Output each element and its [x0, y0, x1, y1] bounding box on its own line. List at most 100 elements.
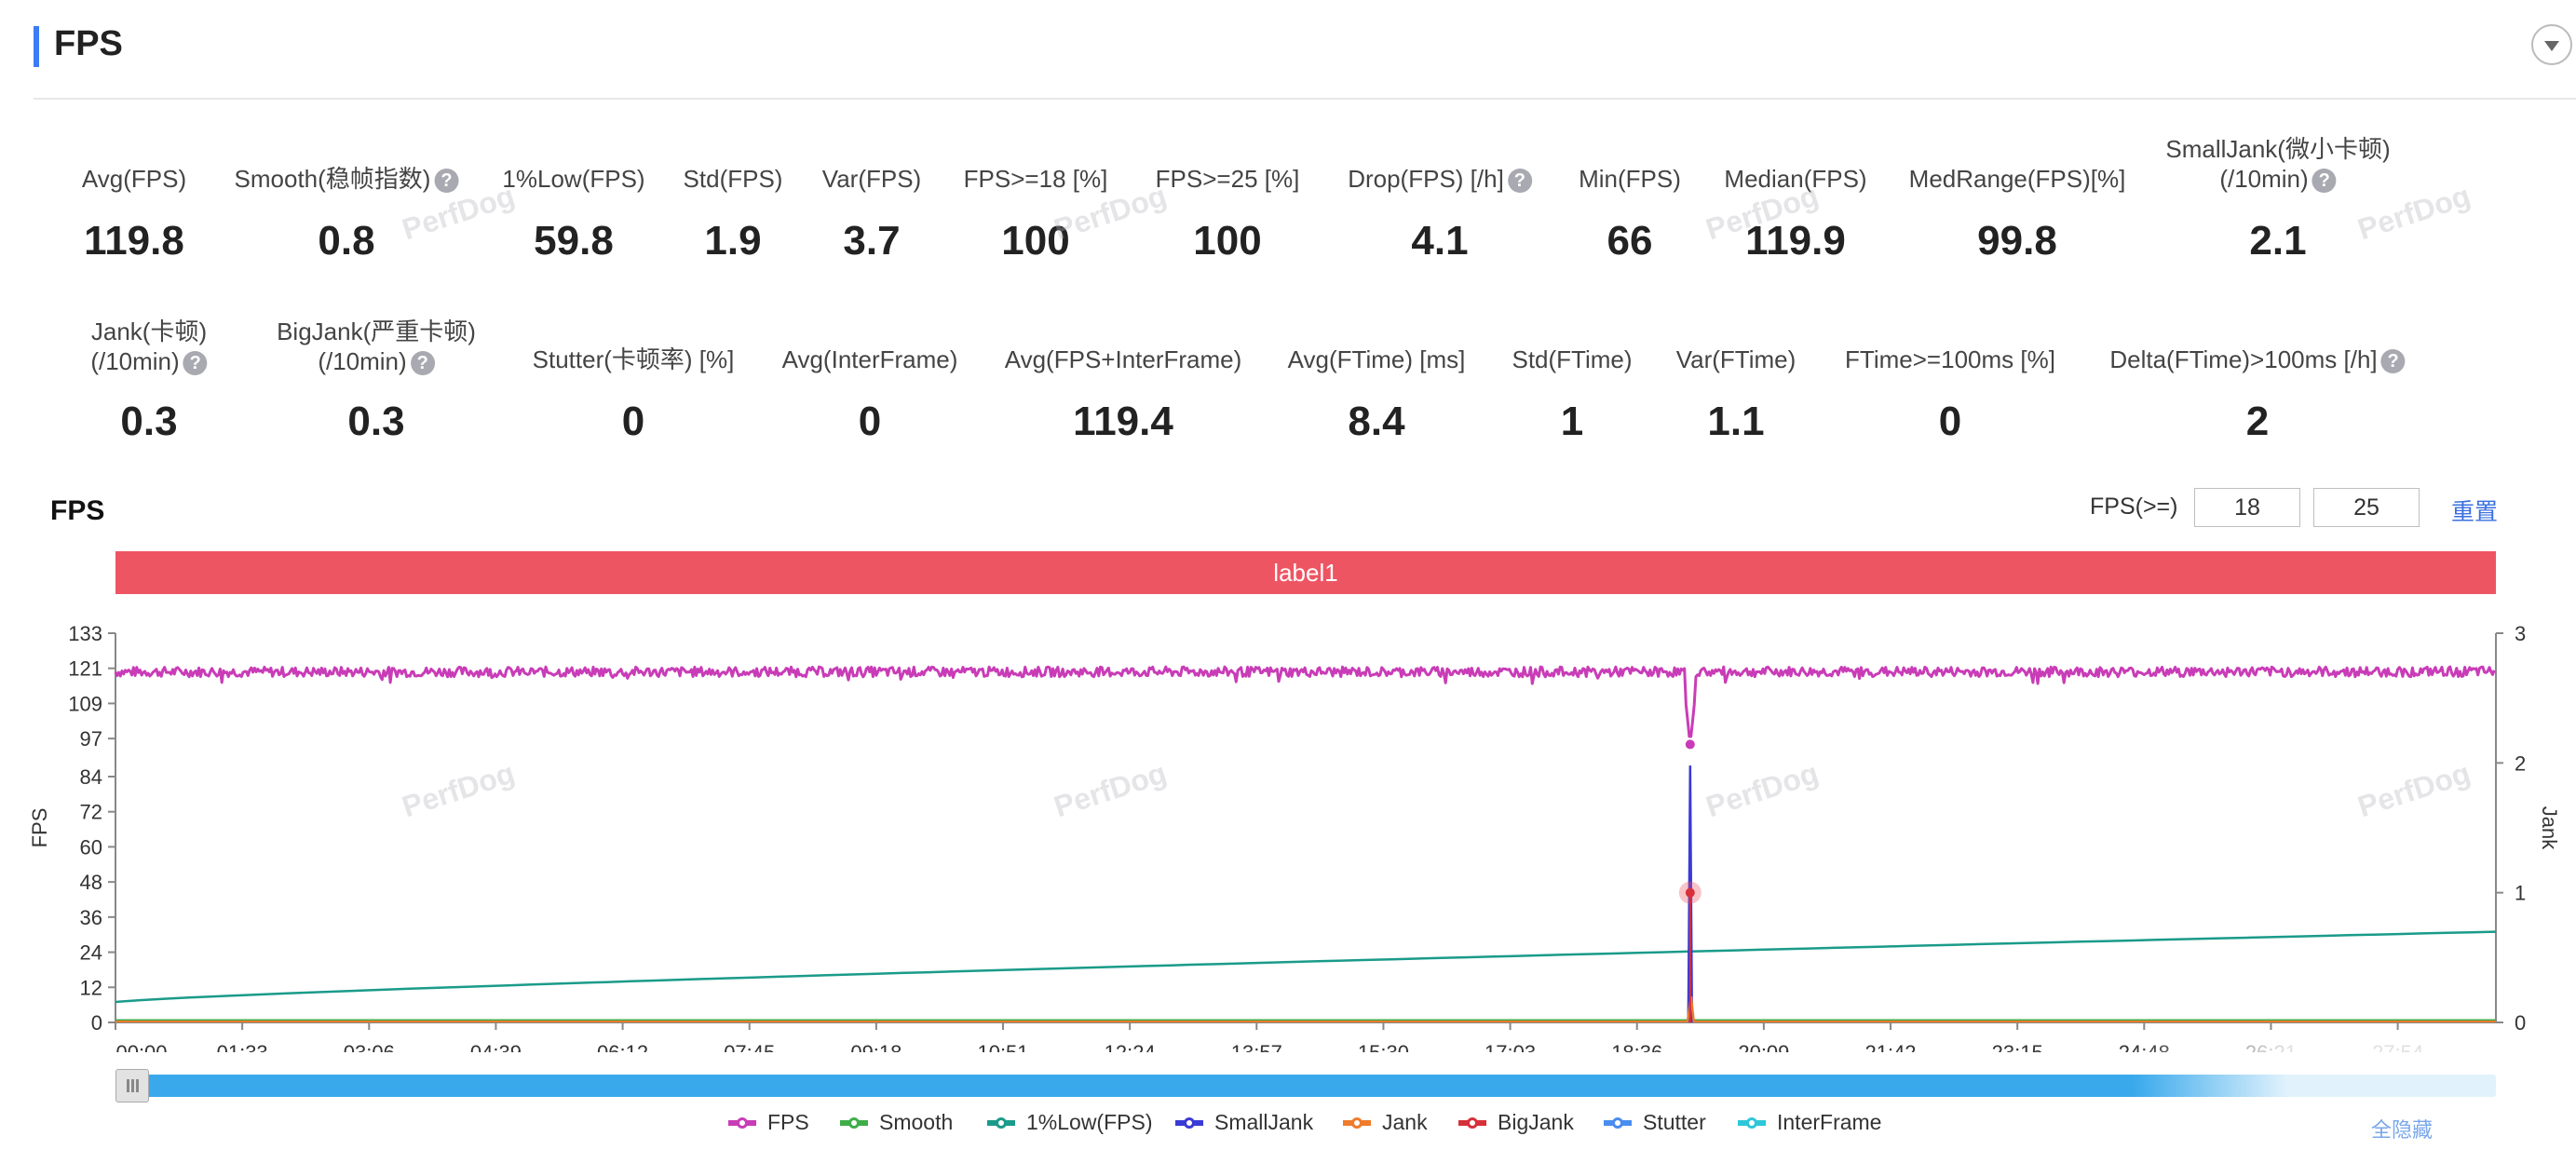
metric-label-text: Var(FPS): [821, 165, 922, 193]
y2-axis-title: Jank: [2538, 806, 2561, 850]
legend-marker-icon: [1604, 1116, 1632, 1129]
series-spike-smalljank: [1687, 765, 1694, 1023]
metric-item: Avg(FPS+InterFrame) 119.4: [1005, 345, 1242, 444]
help-icon[interactable]: ?: [183, 351, 208, 376]
chevron-down-icon: [2544, 41, 2559, 51]
y-tick-label: 97: [80, 727, 102, 751]
legend-label: 1%Low(FPS): [1026, 1110, 1153, 1134]
metric-value: 100: [1193, 218, 1262, 264]
legend-item[interactable]: SmallJank: [1175, 1110, 1313, 1135]
help-icon[interactable]: ?: [434, 169, 459, 194]
y2-tick-label: 0: [2515, 1011, 2526, 1035]
metric-value: 1.9: [704, 218, 762, 264]
metric-item: BigJank(严重卡顿) (/10min)? 0.3: [277, 317, 476, 444]
header-divider: [34, 98, 2576, 100]
metric-label: FTime>=100ms [%]: [1845, 345, 2055, 374]
legend-item[interactable]: FPS: [728, 1110, 809, 1135]
metric-label-unit: (/10min)?: [277, 346, 476, 376]
legend-label: FPS: [767, 1110, 809, 1134]
metric-label-text: Avg(FTime) [ms]: [1287, 345, 1466, 373]
metric-item: Avg(InterFrame) 0: [782, 345, 958, 444]
metric-item: FPS>=18 [%] 100: [964, 164, 1108, 264]
metric-label-text: Drop(FPS) [/h]: [1348, 165, 1504, 193]
metric-label: FPS>=18 [%]: [964, 164, 1108, 194]
metric-label: Var(FPS): [822, 164, 921, 194]
legend-label: Stutter: [1643, 1110, 1706, 1134]
metric-item: Std(FTime) 1: [1512, 345, 1632, 444]
hide-all-link[interactable]: 全隐藏: [2371, 1118, 2434, 1142]
metric-label-text: Std(FTime): [1512, 345, 1633, 373]
y2-tick-label: 1: [2515, 882, 2526, 905]
metric-item: 1%Low(FPS) 59.8: [502, 164, 644, 264]
metric-label: Jank(卡顿): [90, 317, 207, 346]
help-icon[interactable]: ?: [2380, 349, 2406, 374]
x-tick-label: 17:03: [1485, 1041, 1536, 1052]
y2-tick-label: 2: [2515, 751, 2526, 775]
metric-value: 66: [1607, 218, 1653, 264]
metric-item: MedRange(FPS)[%] 99.8: [1908, 164, 2126, 264]
legend-item[interactable]: InterFrame: [1738, 1110, 1881, 1135]
metric-value: 0: [858, 399, 882, 444]
metric-label: Median(FPS): [1724, 164, 1866, 194]
x-tick-label: 06:12: [597, 1041, 648, 1052]
collapse-button[interactable]: [2531, 24, 2572, 65]
legend-item[interactable]: Jank: [1343, 1110, 1428, 1135]
y-tick-label: 24: [80, 941, 102, 965]
metric-label-unit-text: (/10min): [318, 347, 407, 375]
fps-threshold-input-2[interactable]: [2313, 488, 2420, 527]
metric-label: FPS>=25 [%]: [1156, 164, 1300, 194]
label-band[interactable]: label1: [115, 551, 2496, 594]
metric-item: Min(FPS) 66: [1579, 164, 1681, 264]
metric-label: SmallJank(微小卡顿): [2165, 134, 2390, 164]
legend-marker-icon: [987, 1116, 1015, 1129]
y-tick-label: 12: [80, 976, 102, 999]
x-tick-label: 15:30: [1358, 1041, 1409, 1052]
metric-label: Smooth(稳帧指数)?: [235, 164, 459, 194]
legend-item[interactable]: BigJank: [1458, 1110, 1574, 1135]
scrollbar-handle[interactable]: [115, 1069, 149, 1103]
legend-item[interactable]: Smooth: [840, 1110, 953, 1135]
time-range-scrollbar[interactable]: [115, 1075, 2496, 1097]
legend-item[interactable]: Stutter: [1604, 1110, 1706, 1135]
metric-label: Avg(FPS+InterFrame): [1005, 345, 1242, 374]
bigjank-event-point: [1685, 887, 1695, 898]
fps-threshold-label: FPS(>=): [2090, 494, 2178, 520]
x-tick-label: 12:24: [1105, 1041, 1156, 1052]
metric-label: Avg(FTime) [ms]: [1288, 345, 1466, 374]
y-tick-label: 0: [91, 1011, 102, 1035]
fps-threshold-input-1[interactable]: [2194, 488, 2300, 527]
x-tick-label: 09:18: [850, 1041, 902, 1052]
metric-value: 100: [1001, 218, 1070, 264]
metric-value: 0.3: [347, 399, 405, 444]
metric-value: 0: [1938, 399, 1962, 444]
metric-label-text: MedRange(FPS)[%]: [1908, 165, 2126, 193]
metric-label-text: BigJank(严重卡顿): [277, 318, 476, 345]
help-icon[interactable]: ?: [1507, 169, 1532, 194]
metric-label-unit: (/10min)?: [90, 346, 208, 376]
scrollbar-fade-overlay: [2133, 1043, 2576, 1150]
metric-label: Stutter(卡顿率) [%]: [533, 345, 735, 374]
metric-item: Std(FPS) 1.9: [684, 164, 783, 264]
metric-item: SmallJank(微小卡顿) (/10min)? 2.1: [2165, 134, 2390, 264]
x-tick-label: 18:36: [1611, 1041, 1662, 1052]
fps-chart[interactable]: 133 121 109 97 84 72 60 48 36 24 12 0 3 2 1 0 00:00 01:33…: [0, 605, 2576, 1052]
metric-value: 3.7: [843, 218, 901, 264]
metric-label-text: Delta(FTime)>100ms [/h]: [2109, 345, 2378, 373]
x-tick-label: 20:09: [1738, 1041, 1789, 1052]
page-header: FPS: [0, 0, 2576, 98]
metric-label-text: Avg(FPS): [81, 165, 187, 193]
reset-link[interactable]: 重置: [2451, 499, 2499, 525]
help-icon[interactable]: ?: [410, 351, 435, 376]
help-icon[interactable]: ?: [2312, 169, 2337, 194]
metric-label: Std(FTime): [1512, 345, 1632, 374]
metric-value: 119.9: [1745, 218, 1846, 264]
legend-item[interactable]: 1%Low(FPS): [987, 1110, 1152, 1135]
y2-tick-label: 3: [2515, 622, 2526, 645]
metric-label-unit-text: (/10min): [2219, 165, 2309, 193]
metric-label-text: Min(FPS): [1579, 165, 1681, 193]
legend-marker-icon: [1458, 1116, 1486, 1129]
y-tick-label: 36: [80, 906, 102, 929]
y-tick-label: 84: [80, 765, 102, 789]
metric-label-text: Smooth(稳帧指数): [234, 165, 431, 193]
metric-label-text: Stutter(卡顿率) [%]: [532, 345, 735, 373]
